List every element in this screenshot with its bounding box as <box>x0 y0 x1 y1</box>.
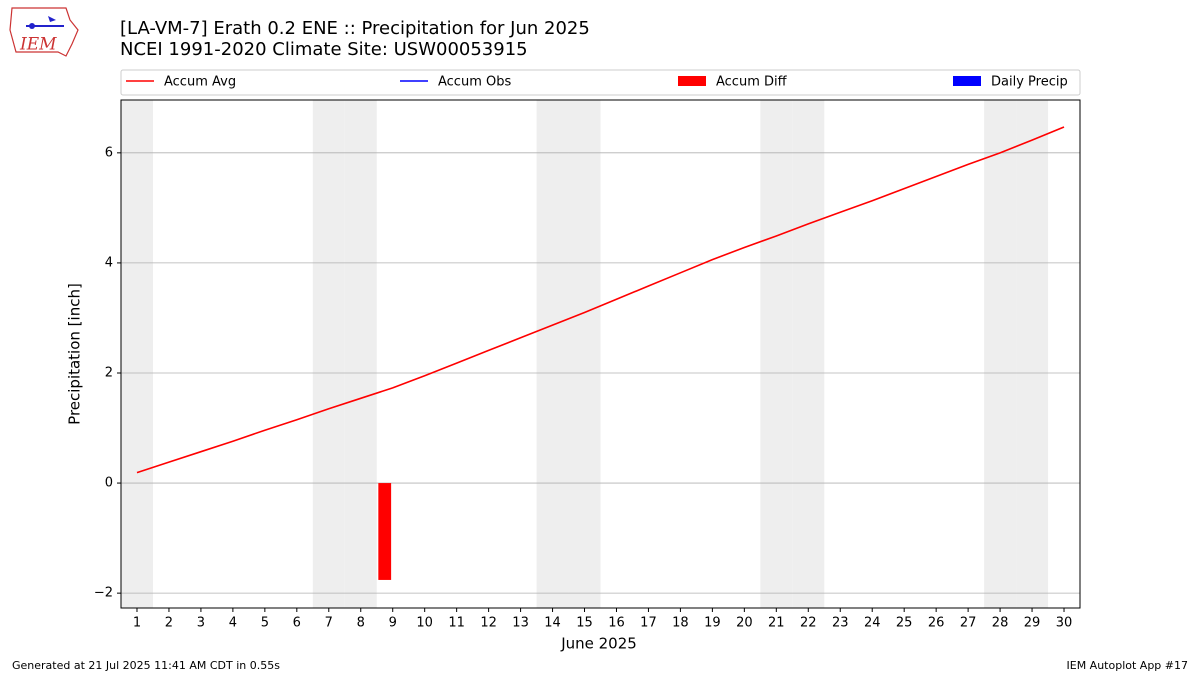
y-tick-label: 2 <box>105 365 113 380</box>
x-tick-label: 9 <box>389 616 397 631</box>
logo-icon <box>48 16 56 22</box>
weekend-shade <box>536 100 569 608</box>
weekend-shade <box>568 100 601 608</box>
x-tick-label: 8 <box>357 616 365 631</box>
x-tick-label: 2 <box>165 616 173 631</box>
chart-title: [LA-VM-7] Erath 0.2 ENE :: Precipitation… <box>120 18 590 39</box>
y-axis-label: Precipitation [inch] <box>66 283 84 425</box>
x-tick-label: 7 <box>325 616 333 631</box>
weekend-shade <box>344 100 377 608</box>
x-tick-label: 22 <box>800 616 817 631</box>
x-tick-label: 28 <box>992 616 1009 631</box>
x-tick-label: 3 <box>197 616 205 631</box>
weekend-shade <box>121 100 153 608</box>
legend-label: Daily Precip <box>991 75 1068 90</box>
series-line <box>136 126 1065 474</box>
legend-swatch <box>678 76 706 86</box>
chart-subtitle: NCEI 1991-2020 Climate Site: USW00053915 <box>120 39 528 60</box>
logo: IEM <box>9 7 79 57</box>
legend-label: Accum Obs <box>438 75 511 90</box>
x-tick-label: 10 <box>416 616 433 631</box>
weekend-shade <box>312 100 345 608</box>
y-tick-label: −2 <box>94 586 113 601</box>
x-tick-label: 15 <box>576 616 593 631</box>
weekend-shade <box>1016 100 1049 608</box>
x-tick-label: 11 <box>448 616 465 631</box>
y-tick-label: 0 <box>105 476 113 491</box>
x-tick-label: 4 <box>229 616 237 631</box>
legend-swatch <box>953 76 981 86</box>
footer: IEM Autoplot App #17 <box>1067 659 1189 672</box>
weekend-shade <box>792 100 825 608</box>
weekend-shade <box>984 100 1017 608</box>
x-tick-label: 25 <box>896 616 913 631</box>
x-tick-label: 26 <box>928 616 945 631</box>
x-tick-label: 14 <box>544 616 561 631</box>
x-tick-label: 21 <box>768 616 785 631</box>
plot-frame <box>120 99 1081 609</box>
x-tick-label: 18 <box>672 616 689 631</box>
x-tick-label: 16 <box>608 616 625 631</box>
x-tick-label: 20 <box>736 616 753 631</box>
x-tick-label: 17 <box>640 616 657 631</box>
y-tick-label: 6 <box>105 145 113 160</box>
legend-label: Accum Avg <box>164 75 236 90</box>
footer: Generated at 21 Jul 2025 11:41 AM CDT in… <box>12 659 280 672</box>
logo-text: IEM <box>19 35 57 55</box>
x-tick-label: 1 <box>133 616 141 631</box>
legend-label: Accum Diff <box>716 75 788 90</box>
x-tick-label: 13 <box>512 616 529 631</box>
legend-box <box>120 69 1081 96</box>
weekend-shade <box>760 100 793 608</box>
x-tick-label: 6 <box>293 616 301 631</box>
x-tick-label: 5 <box>261 616 269 631</box>
x-tick-label: 27 <box>960 616 977 631</box>
x-tick-label: 30 <box>1056 616 1073 631</box>
bar <box>378 483 392 580</box>
x-tick-label: 29 <box>1024 616 1041 631</box>
x-tick-label: 24 <box>864 616 881 631</box>
y-tick-label: 4 <box>105 255 113 270</box>
x-tick-label: 12 <box>480 616 497 631</box>
logo-icon <box>29 23 35 29</box>
x-tick-label: 23 <box>832 616 849 631</box>
x-axis-label: June 2025 <box>560 635 637 653</box>
x-tick-label: 19 <box>704 616 721 631</box>
logo-outline <box>9 7 79 57</box>
